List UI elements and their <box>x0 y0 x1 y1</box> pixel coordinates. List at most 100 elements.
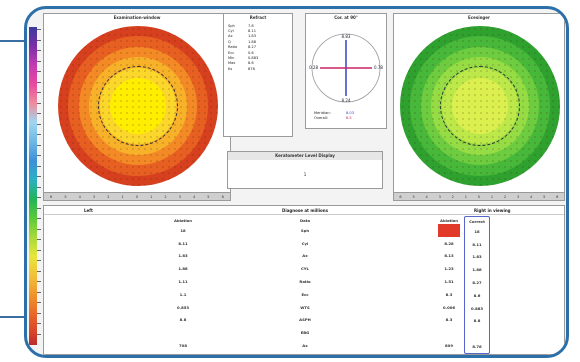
scale-tick-label: 4 <box>78 194 81 199</box>
table-cell: 1.88 <box>178 266 188 272</box>
scale-tick-label: 6 <box>221 194 224 199</box>
refract-value: 1.83 <box>248 34 257 39</box>
table-cell: 0.883 <box>470 305 483 311</box>
scale-tick-label: 1 <box>464 194 467 199</box>
table-cell: Ratio <box>299 279 311 285</box>
color-scale-tick <box>37 123 41 125</box>
column-header: Data <box>299 217 311 223</box>
scale-tick-label: 3 <box>178 194 181 199</box>
axis-panel: Cor. at 90° 8.83 0.28 0.78 8.24 Meridian… <box>305 13 387 129</box>
table-cell: 1.88 <box>472 267 482 273</box>
color-scale-tick <box>37 186 41 188</box>
refract-key: Cyl <box>228 29 234 34</box>
color-scale-tick <box>37 312 41 314</box>
table-cell: 1.1 <box>179 291 187 297</box>
axis-diagram: 8.83 0.28 0.78 8.24 <box>309 33 383 103</box>
table-cell: Ax <box>302 343 308 349</box>
scale-tick-label: 4 <box>530 194 533 199</box>
scale-tick-label: 1 <box>490 194 494 199</box>
refract-value: 8.6 <box>248 61 254 66</box>
right-topography-map[interactable] <box>400 26 560 186</box>
refract-values: Sph 7.8 Cyl 8.11 Ax 1.83 Q 1.88 Ratio 8.27 Ecc 0.6 M… <box>228 23 258 72</box>
left-map-scale: 6 5 4 3 2 1 0 1 2 3 4 5 6 <box>44 192 230 200</box>
left-map-panel: Examination-window 6 5 4 3 2 1 0 1 2 3 4 5 6 <box>43 13 231 201</box>
column-header: Ablation <box>174 217 192 223</box>
refract-value: 0.6 <box>248 50 254 55</box>
table-cell: 708 <box>179 343 187 349</box>
refract-title: Refract <box>249 15 267 20</box>
table-cell: 8.6 <box>473 292 481 298</box>
table-cell: ASPH <box>299 317 311 323</box>
refract-key: Max <box>228 61 236 66</box>
axis-right-label: 0.78 <box>374 65 383 70</box>
refract-row: Sph 7.8 <box>228 23 258 28</box>
scale-tick-label: 4 <box>193 194 196 199</box>
table-cell: WTS <box>300 304 310 310</box>
right-map-panel: Ecesinger 6 5 4 3 2 1 0 1 2 3 4 5 6 <box>393 13 565 201</box>
scale-tick-label: 6 <box>50 194 53 199</box>
callout-line-top <box>0 40 28 42</box>
axis-footer-row: Overall: 8.5 <box>314 115 354 120</box>
refract-key: Ratio <box>228 45 238 50</box>
scale-tick-label: 3 <box>516 194 520 199</box>
color-scale-tick <box>37 155 41 156</box>
refract-value: 1.88 <box>248 39 257 44</box>
table-cell: 8.11 <box>472 241 482 247</box>
axis-top-label: 8.83 <box>342 34 351 39</box>
refract-row: Ecc 0.6 <box>228 50 258 55</box>
scale-tick-label: 6 <box>399 194 402 199</box>
table-cell <box>438 224 460 237</box>
table-cell: Ecc <box>301 291 309 297</box>
refract-value: 8.11 <box>248 29 257 34</box>
table-cell: 1.83 <box>178 253 188 259</box>
refract-key: Min <box>228 56 235 61</box>
color-scale-tick <box>37 81 41 83</box>
left-topography-map[interactable] <box>58 26 218 186</box>
scale-tick-label: 1 <box>121 194 124 199</box>
table-cell <box>438 326 460 339</box>
axis-footer-value: 8.5 <box>346 116 352 121</box>
scale-tick-label: 3 <box>438 194 441 199</box>
table-cell: 0.853 <box>176 304 189 310</box>
scale-tick-label: 5 <box>207 194 210 199</box>
table-cell: 809 <box>445 343 453 349</box>
refract-key: Ax <box>228 34 233 39</box>
table-header-left: Left <box>84 208 93 213</box>
axis-footer-value: 8.03 <box>346 110 355 115</box>
table-column-right-b: Correct 18 8.11 1.83 1.88 8.27 8.6 0.883 8.8 8.7… <box>464 216 490 354</box>
callout-line-bottom <box>0 316 28 318</box>
table-cell: 8.27 <box>472 280 482 286</box>
refract-value: 7.8 <box>248 23 254 28</box>
color-scale-tick <box>37 207 41 209</box>
table-cell: Ax <box>302 253 308 259</box>
scale-tick-label: 4 <box>425 194 428 199</box>
table-cell <box>465 327 489 340</box>
left-map-title: Examination-window <box>113 15 161 20</box>
refract-row: Ratio 8.27 <box>228 45 258 50</box>
axis-footer-label: Meridian: <box>314 110 331 115</box>
table-cell: 8.11 <box>178 240 188 246</box>
refract-key: Ecc <box>228 50 235 55</box>
refract-row: Cyl 8.11 <box>228 28 258 33</box>
color-scale-tick <box>37 102 41 104</box>
table-header-right: Right in viewing <box>474 208 511 213</box>
refract-value: 8.27 <box>248 45 257 50</box>
scale-tick-label: 5 <box>412 194 415 199</box>
refract-panel: Refract Sph 7.8 Cyl 8.11 Ax 1.83 Q 1.88 Ratio 8.2… <box>223 13 293 137</box>
color-scale-tick <box>37 323 41 324</box>
table-cell: 1.23 <box>444 266 454 272</box>
color-scale-tick <box>37 144 41 146</box>
table-column-mid: Data Sph Cyl Ax CYL Ratio Ecc WTS ASPH EBG Ax <box>290 216 320 352</box>
table-column-left: Ablation 18 8.11 1.83 1.88 1.11 1.1 0.853 8.8 70… <box>168 216 198 352</box>
scale-tick-label: 2 <box>503 194 507 199</box>
refract-row: Min 0.883 <box>228 55 258 60</box>
pupil-outline <box>98 66 178 146</box>
color-scale-tick <box>37 92 41 93</box>
color-scale-tick <box>37 218 41 219</box>
color-scale-tick <box>37 197 41 198</box>
refract-key: Ks <box>228 66 233 71</box>
table-cell: 1.11 <box>178 279 188 285</box>
pupil-outline <box>440 66 520 146</box>
table-cell: 18 <box>474 228 480 234</box>
table-cell: Cyl <box>301 240 309 246</box>
